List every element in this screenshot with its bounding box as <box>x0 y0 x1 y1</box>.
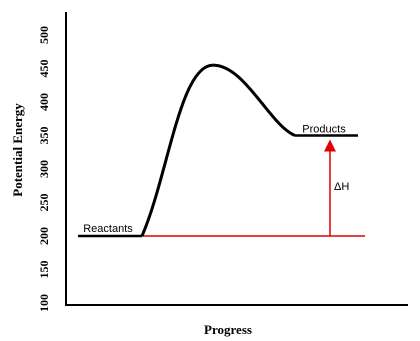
x-axis-label: Progress <box>204 322 252 337</box>
y-tick-label: 300 <box>37 160 51 178</box>
y-tick-label: 200 <box>37 227 51 245</box>
y-tick-label: 450 <box>37 60 51 78</box>
products-label: Products <box>302 124 346 136</box>
y-tick-label: 250 <box>37 194 51 212</box>
y-tick-label: 150 <box>37 261 51 279</box>
delta-label: ΔH <box>334 181 349 193</box>
y-tick-label: 350 <box>37 127 51 145</box>
y-axis-label: Potential Energy <box>10 103 25 197</box>
y-tick-label: 400 <box>37 93 51 111</box>
reaction-curve <box>140 63 296 237</box>
y-tick-label: 500 <box>37 26 51 44</box>
reactants-label: Reactants <box>83 223 133 235</box>
y-tick-label: 100 <box>37 294 51 312</box>
delta-arrow-head <box>324 139 336 152</box>
